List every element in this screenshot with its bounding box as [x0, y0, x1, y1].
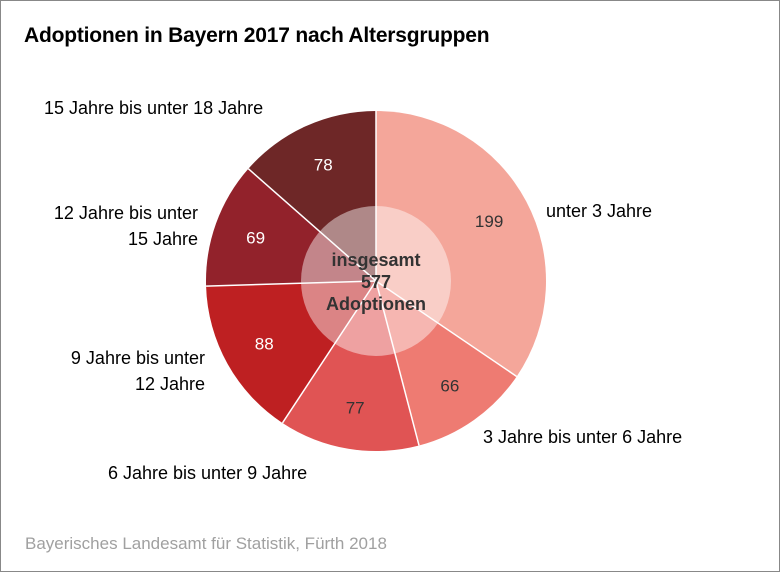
- slice-value-label: 78: [314, 155, 333, 174]
- slice-divider: [281, 280, 377, 424]
- slice-value-label: 77: [346, 398, 365, 417]
- slice-category-label: unter 3 Jahre: [546, 201, 652, 221]
- pie-slice: [376, 111, 547, 377]
- chart-title: Adoptionen in Bayern 2017 nach Altersgru…: [24, 24, 490, 47]
- pie-slice: [205, 168, 376, 287]
- slice-category-label: 15 Jahre bis unter 18 Jahre: [44, 98, 263, 118]
- slice-category-label: 3 Jahre bis unter 6 Jahre: [483, 427, 682, 447]
- source-note: Bayerisches Landesamt für Statistik, Für…: [25, 534, 387, 553]
- slice-value-label: 69: [246, 229, 265, 248]
- center-label-line-3: Adoptionen: [326, 294, 426, 314]
- center-label-line-1: insgesamt: [331, 250, 420, 270]
- slice-divider: [206, 280, 377, 287]
- pie-slice: [248, 111, 376, 281]
- pie-slice: [376, 281, 517, 446]
- slice-divider: [375, 280, 420, 446]
- center-disc: [301, 206, 451, 356]
- pie-slice: [206, 281, 376, 423]
- slice-labels: unter 3 Jahre 3 Jahre bis unter 6 Jahre 6 …: [44, 98, 682, 483]
- center-label-total: 577: [361, 272, 391, 292]
- slice-divider: [375, 280, 518, 378]
- slice-values: 199 66 77 88 69 78: [246, 155, 503, 417]
- slice-category-label: 12 Jahre bis unter: [54, 203, 198, 223]
- slice-value-label: 66: [440, 377, 459, 396]
- slice-category-label: 6 Jahre bis unter 9 Jahre: [108, 463, 307, 483]
- slice-category-label: 9 Jahre bis unter: [71, 348, 205, 368]
- pie-slice: [282, 281, 420, 452]
- slice-divider: [247, 168, 377, 282]
- slice-value-label: 199: [475, 212, 503, 231]
- pie-slices: [205, 111, 547, 452]
- slice-dividers: [206, 111, 518, 446]
- slice-category-label: 15 Jahre: [128, 229, 198, 249]
- slice-category-label: 12 Jahre: [135, 374, 205, 394]
- slice-value-label: 88: [255, 334, 274, 353]
